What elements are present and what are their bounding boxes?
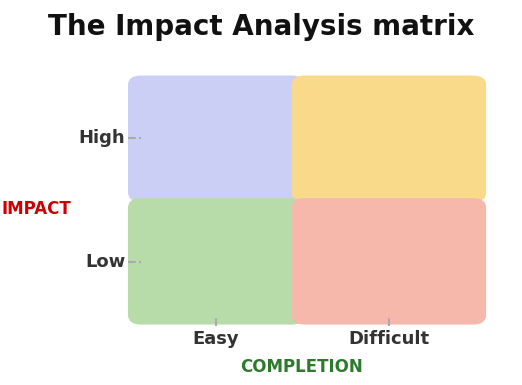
FancyBboxPatch shape <box>128 75 304 202</box>
Text: COMPLETION: COMPLETION <box>241 358 363 376</box>
Text: Easy: Easy <box>193 330 239 348</box>
Text: The Impact Analysis matrix: The Impact Analysis matrix <box>48 13 474 41</box>
Text: IMPACT: IMPACT <box>1 201 71 218</box>
Text: High: High <box>79 129 125 147</box>
FancyBboxPatch shape <box>292 75 486 202</box>
Text: Low: Low <box>85 253 125 271</box>
FancyBboxPatch shape <box>292 198 486 325</box>
FancyBboxPatch shape <box>128 198 304 325</box>
Text: Difficult: Difficult <box>348 330 430 348</box>
